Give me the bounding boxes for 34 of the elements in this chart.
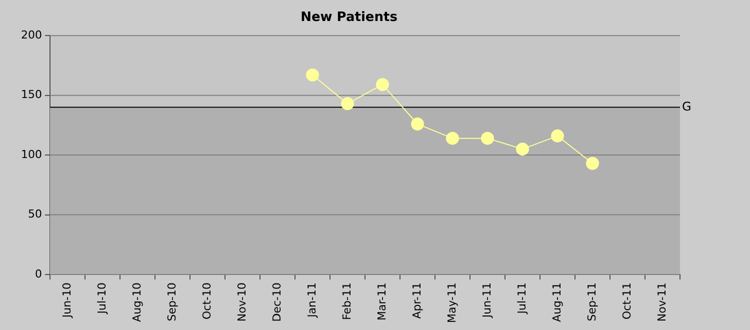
x-tick-label: Nov-11 [655, 282, 668, 322]
x-tick-label: Oct-11 [620, 282, 634, 320]
y-tick-label: 50 [28, 208, 42, 221]
y-tick-label: 150 [20, 88, 42, 102]
point [376, 78, 389, 92]
x-tick-label: Jul-11 [515, 282, 528, 315]
x-tick-label: Jul-10 [95, 282, 108, 315]
point [306, 68, 319, 82]
x-tick-label: Jun-10 [60, 282, 74, 319]
point [446, 132, 459, 145]
x-tick-label: May-11 [445, 282, 458, 323]
x-tick-label: Dec-10 [270, 282, 284, 322]
chart-title: New Patients [300, 10, 398, 26]
point [551, 129, 564, 142]
x-tick-label: Aug-10 [130, 282, 144, 322]
point [341, 97, 354, 110]
x-tick-label: Jun-11 [480, 282, 494, 319]
x-tick-label: Aug-11 [550, 282, 564, 322]
point [481, 132, 494, 145]
point [411, 117, 424, 130]
x-tick-label: Sep-11 [585, 282, 598, 322]
y-tick-label: 200 [20, 28, 42, 42]
x-tick-label: Oct-10 [200, 282, 214, 320]
x-tick-label: Sep-10 [165, 282, 178, 322]
y-tick-label: 100 [20, 148, 42, 161]
y-tick-label: 0 [34, 267, 42, 280]
x-tick-label: Nov-10 [235, 282, 248, 322]
x-tick-label: Mar-11 [375, 282, 388, 321]
x-tick-label: Apr-11 [410, 282, 424, 319]
x-tick-label: Jan-11 [305, 282, 318, 318]
point [516, 142, 529, 156]
point [586, 156, 599, 170]
x-tick-label: Feb-11 [340, 282, 354, 320]
ref-line-label: G [682, 99, 692, 114]
